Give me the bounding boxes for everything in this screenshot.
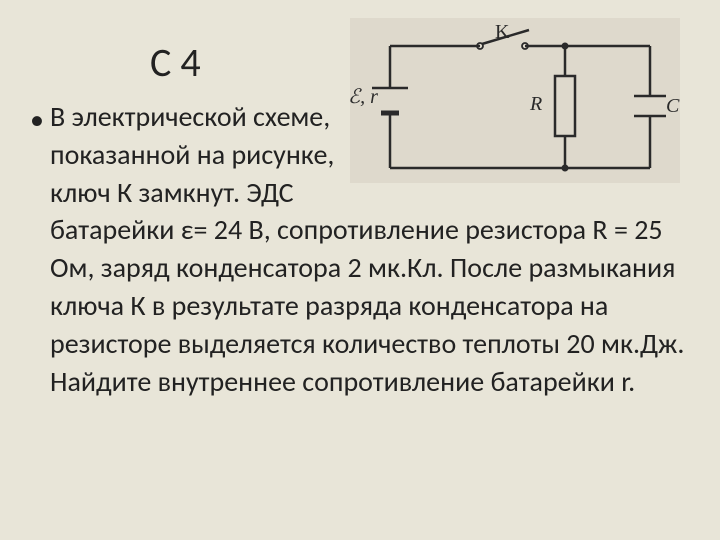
svg-text:ℰ, r: ℰ, r bbox=[350, 86, 378, 108]
text-rest: батарейки ε= 24 В, сопротивление резисто… bbox=[50, 212, 684, 398]
svg-text:K: K bbox=[495, 21, 510, 43]
slide-title: С 4 bbox=[150, 38, 201, 87]
svg-text:R: R bbox=[529, 93, 542, 115]
bullet-marker: • bbox=[30, 102, 44, 137]
circuit-diagram: ℰ, r K R C bbox=[350, 18, 680, 183]
svg-text:C: C bbox=[666, 95, 680, 117]
circuit-svg: ℰ, r K R C bbox=[350, 18, 680, 183]
